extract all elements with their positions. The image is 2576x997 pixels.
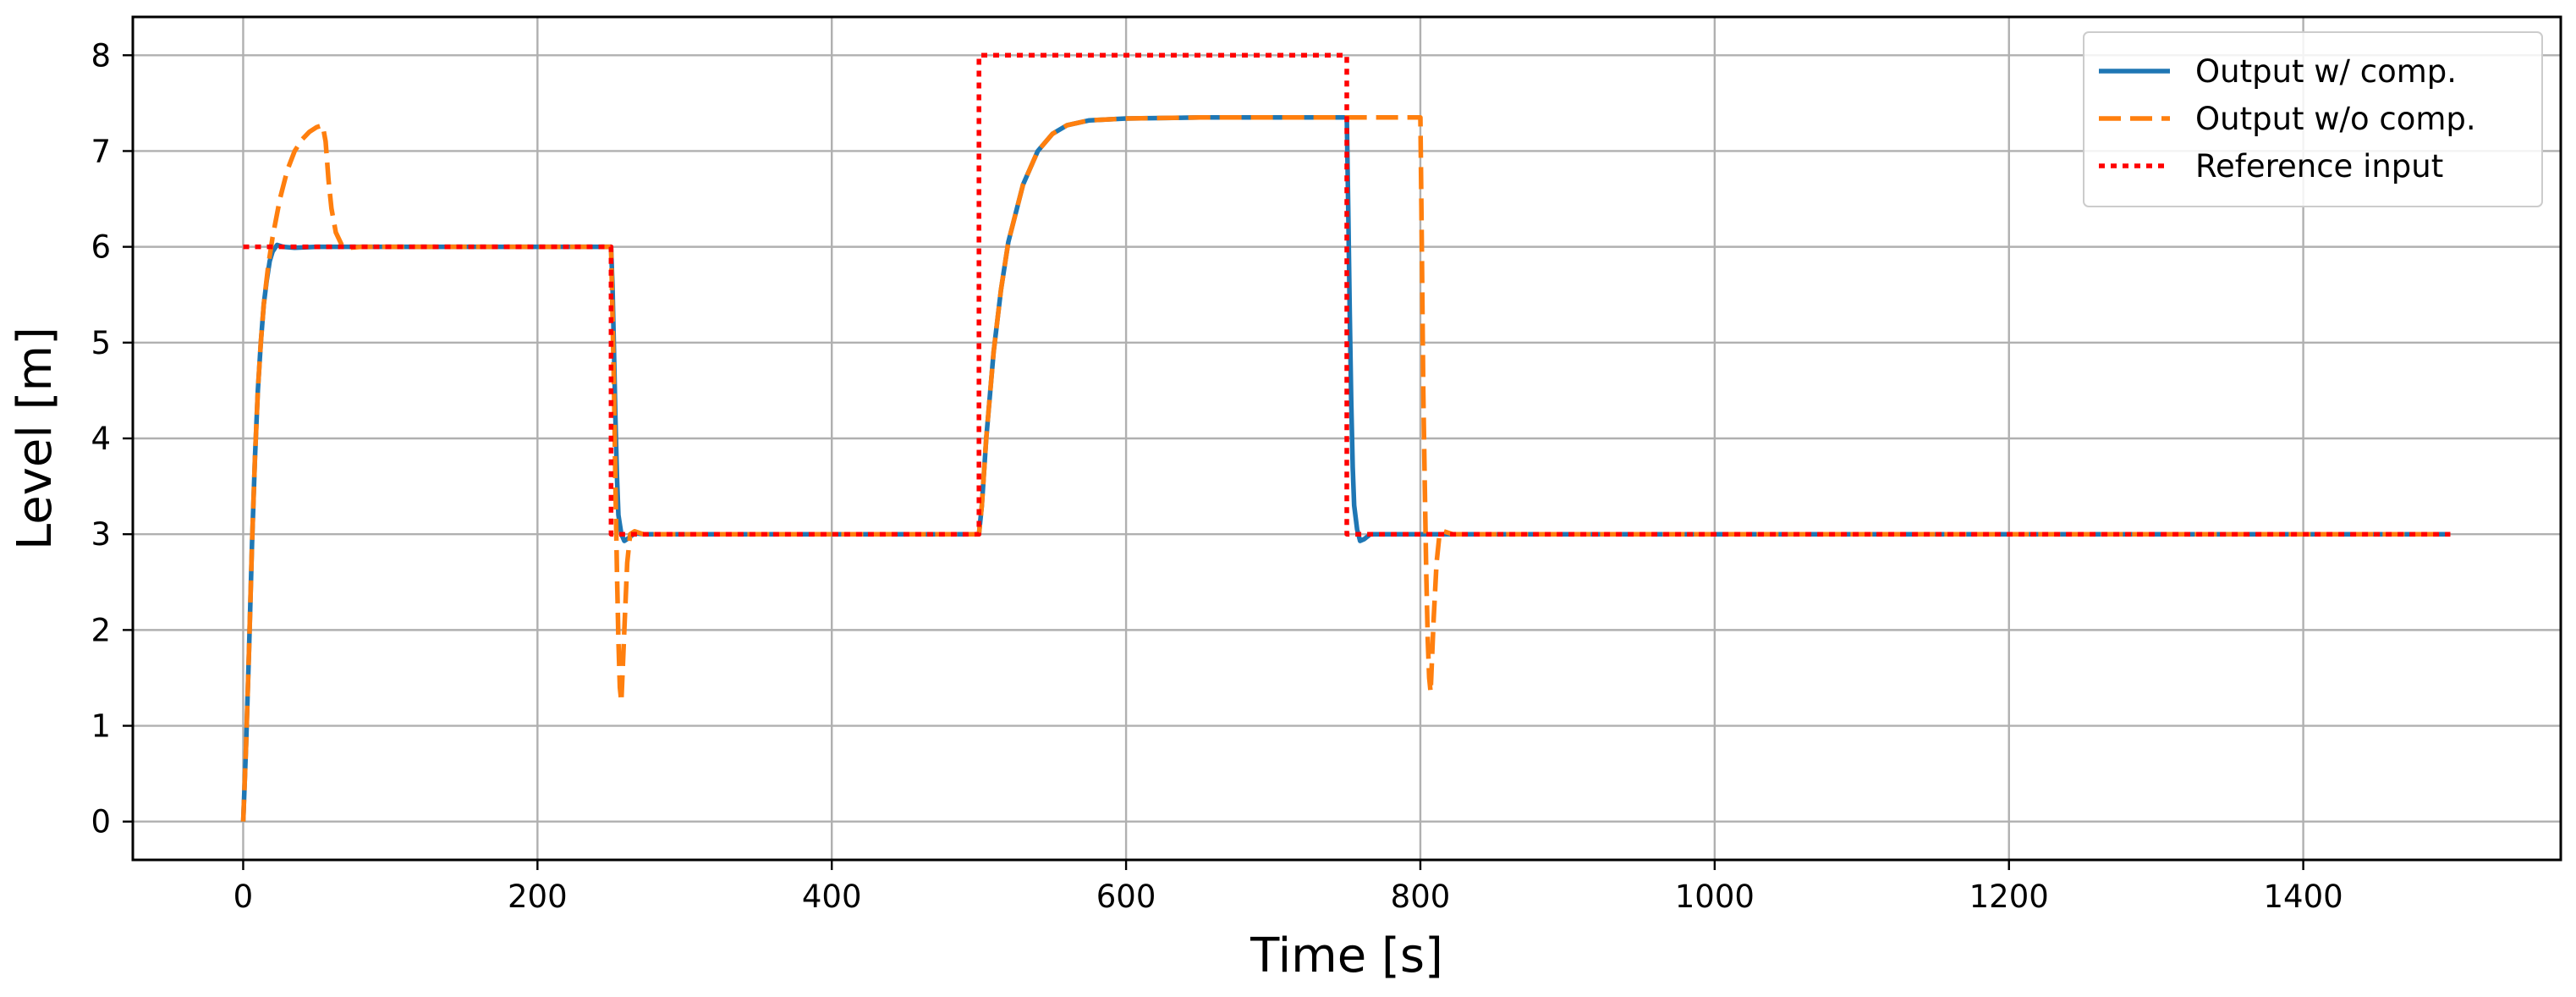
legend: Output w/ comp. Output w/o comp. Reference… — [2083, 31, 2543, 207]
x-tick-label: 1000 — [1675, 879, 1755, 915]
legend-label-3: Reference input — [2195, 148, 2443, 185]
y-axis-label: Level [m] — [8, 327, 63, 550]
y-tick-label: 4 — [91, 421, 111, 457]
y-tick-label: 0 — [91, 804, 111, 840]
x-tick-label: 0 — [233, 879, 254, 915]
y-tick-label: 5 — [91, 325, 111, 361]
legend-label-2: Output w/o comp. — [2195, 101, 2476, 137]
y-tick-label: 1 — [91, 708, 111, 745]
x-tick-label: 1200 — [1969, 879, 2049, 915]
y-tick-label: 7 — [91, 133, 111, 169]
series-line-2 — [240, 115, 2451, 822]
x-tick-label: 200 — [508, 879, 568, 915]
legend-label-1: Output w/ comp. — [2195, 53, 2457, 90]
x-tick-label: 1400 — [2264, 879, 2343, 915]
y-tick-label: 6 — [91, 229, 111, 266]
x-tick-label: 800 — [1391, 879, 1451, 915]
x-tick-label: 600 — [1096, 879, 1156, 915]
x-axis-label: Time [s] — [1250, 928, 1443, 983]
y-tick-label: 3 — [91, 516, 111, 553]
x-tick-label: 400 — [802, 879, 862, 915]
series-line-3 — [243, 52, 2451, 537]
y-tick-label: 2 — [91, 612, 111, 648]
axis-ticks: 0 200 400 600 800 1000 1200 1400 0 1 2 3 4 5 6 7 8 — [91, 37, 2343, 915]
series-lines — [240, 52, 2451, 822]
plot-frame — [131, 15, 2562, 862]
y-tick-label: 8 — [91, 37, 111, 74]
legend-box — [2083, 31, 2543, 207]
